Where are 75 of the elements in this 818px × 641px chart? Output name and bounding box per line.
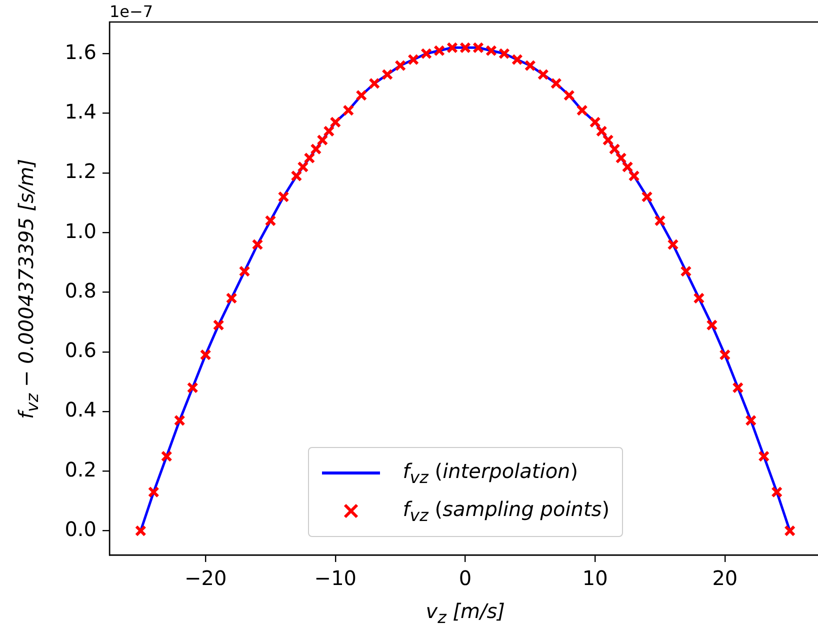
point: [654, 214, 666, 226]
point: [342, 104, 354, 116]
point: [212, 319, 224, 331]
point: [310, 143, 322, 155]
point: [511, 54, 523, 66]
point: [563, 90, 575, 102]
point: [498, 48, 510, 60]
x-axis-title: v$_{z}$ [m/s]: [426, 599, 505, 627]
point: [408, 54, 420, 66]
x-tick-label: 20: [712, 566, 738, 590]
point: [174, 414, 186, 426]
text: 1e−7: [110, 2, 154, 21]
point: [537, 68, 549, 80]
point: [368, 78, 380, 90]
y-tick-label: 0.0: [64, 517, 96, 542]
point: [290, 170, 302, 182]
point: [784, 525, 796, 537]
point: [758, 450, 770, 462]
y-tick-label: 1.2: [64, 159, 96, 184]
y-tick-label: 0.6: [64, 338, 96, 362]
point: [304, 152, 316, 164]
point: [252, 238, 264, 250]
point: [200, 349, 212, 361]
point: [420, 48, 432, 60]
point: [608, 143, 620, 155]
x-tick-label: 10: [582, 566, 608, 590]
point: [680, 266, 692, 278]
point: [434, 44, 446, 56]
point: [628, 170, 640, 182]
point: [264, 214, 276, 226]
point: [472, 42, 484, 54]
point: [485, 44, 497, 56]
point: [706, 319, 718, 331]
point: [641, 191, 653, 203]
x-tick-label: 0: [458, 566, 472, 590]
point: [160, 450, 172, 462]
x-tick-label: −10: [314, 566, 357, 590]
point: [524, 60, 536, 72]
y-tick-label: 0.8: [64, 278, 96, 302]
point: [667, 238, 679, 250]
point: [622, 161, 634, 173]
legend-label: f$_{vz}$ (interpolation): [402, 459, 578, 487]
point: [323, 125, 335, 137]
y-tick-label: 0.4: [64, 398, 96, 422]
point: [226, 292, 238, 304]
point: [719, 349, 731, 361]
point: [589, 116, 601, 128]
point: [550, 78, 562, 90]
x-tick-label: −20: [184, 566, 227, 590]
point: [330, 116, 342, 128]
y-tick-label: 1.0: [64, 218, 96, 243]
point: [148, 486, 160, 498]
point: [394, 60, 406, 72]
point: [693, 292, 705, 304]
point: [576, 104, 588, 116]
point: [278, 191, 290, 203]
point: [316, 134, 328, 146]
y-tick-label: 1.4: [64, 99, 96, 124]
point: [186, 382, 198, 394]
point: [602, 134, 614, 146]
point: [460, 42, 471, 54]
point: [356, 90, 368, 102]
point: [745, 414, 757, 426]
point: [732, 382, 744, 394]
y-tick-label: 0.2: [64, 457, 96, 482]
legend-label: f$_{vz}$ (sampling points): [402, 497, 610, 525]
point: [446, 42, 458, 54]
point: [596, 125, 608, 137]
point: [615, 152, 627, 164]
y-tick-label: 1.6: [64, 40, 96, 64]
point: [771, 486, 783, 498]
point: [134, 525, 146, 537]
point: [382, 68, 394, 80]
point: [297, 161, 309, 173]
point: [238, 266, 250, 278]
